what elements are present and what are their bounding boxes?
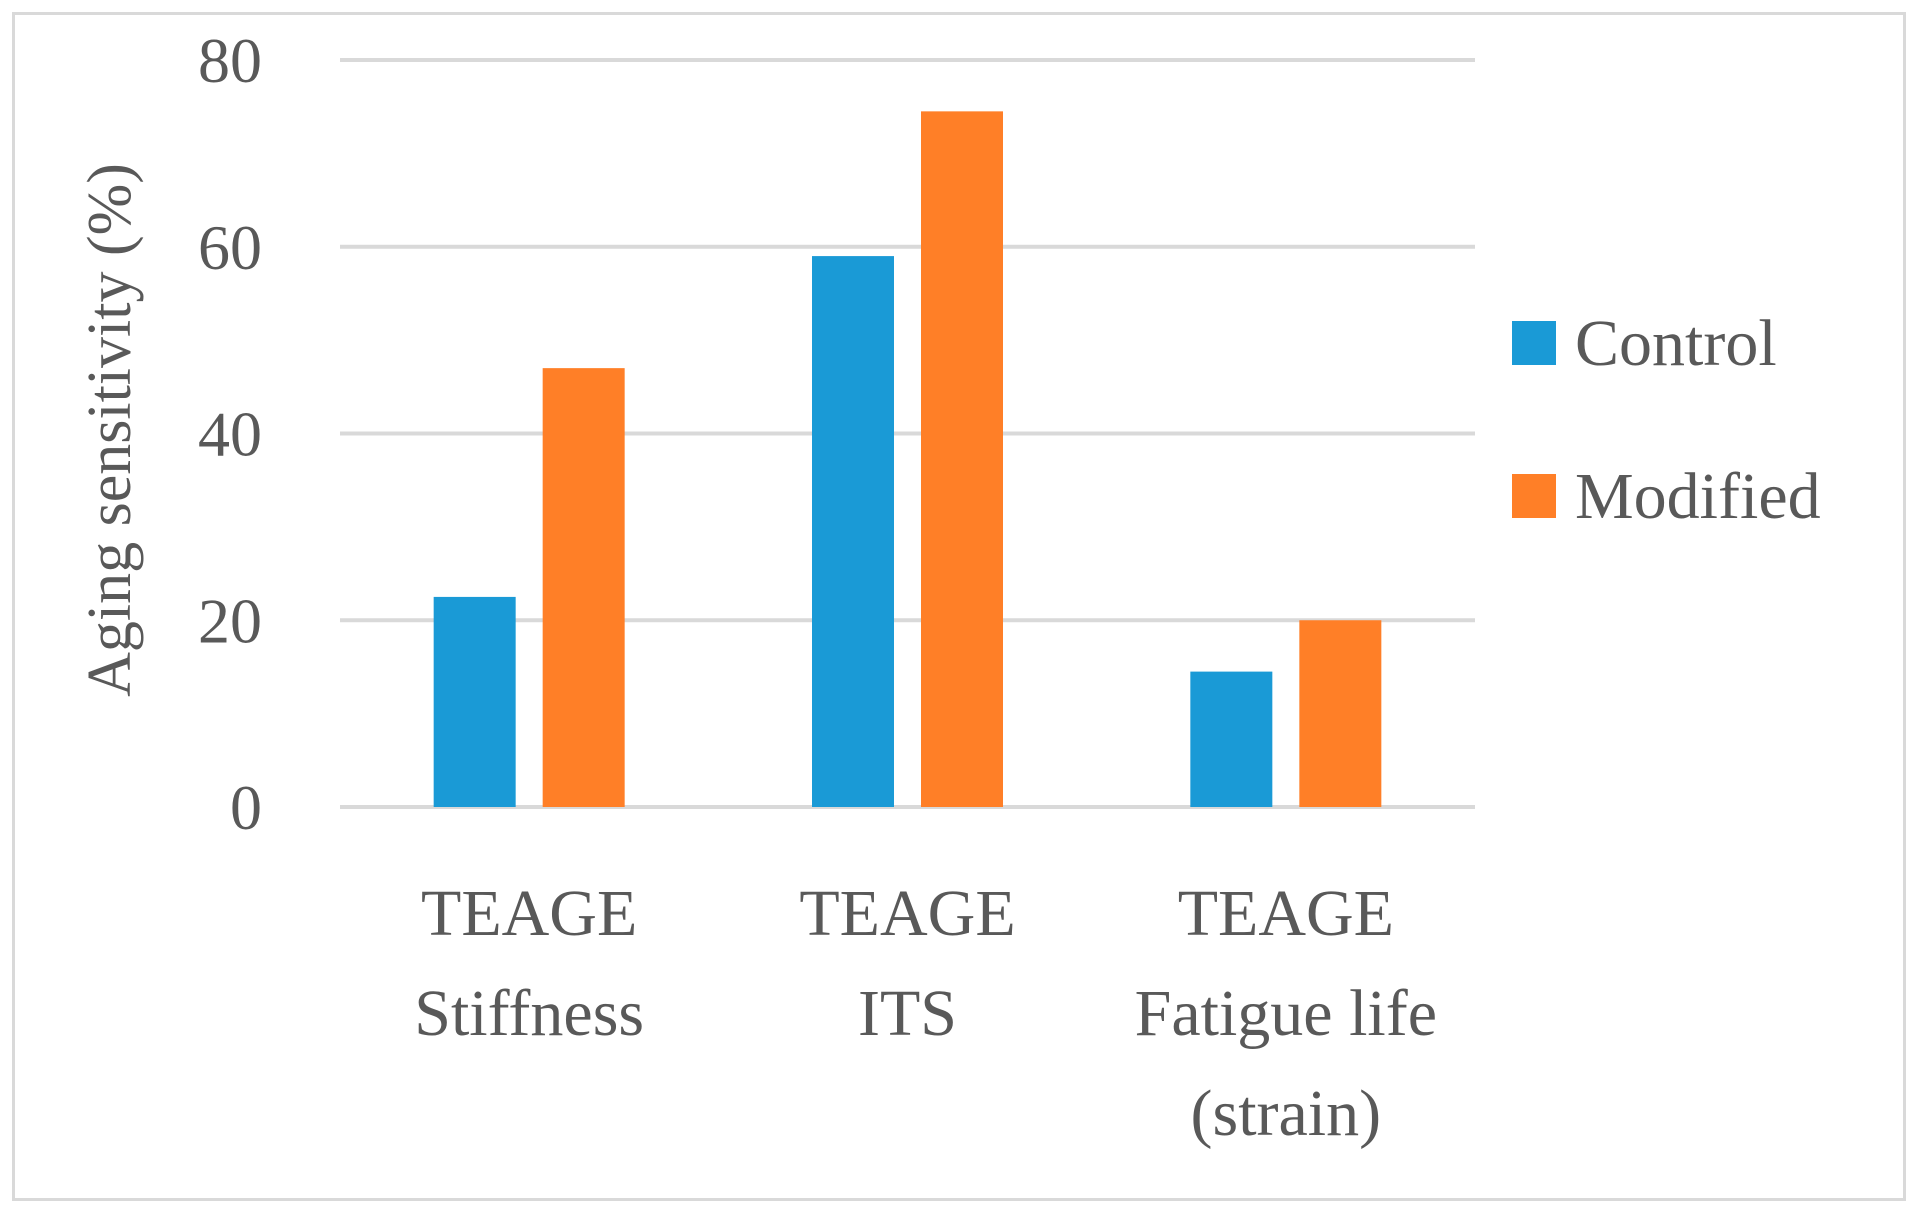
bar-control-3 <box>1190 671 1273 807</box>
legend-swatch <box>1512 474 1556 518</box>
bar-modified-2 <box>921 111 1003 807</box>
bar-modified-1 <box>542 368 625 807</box>
x-category-label: TEAGE Stiffness <box>414 877 644 1050</box>
x-category-label: TEAGE Fatigue life (strain) <box>1135 877 1437 1150</box>
legend: Control Modified <box>1512 307 1821 533</box>
legend-item-control: Control <box>1512 307 1777 380</box>
x-category-label: TEAGE ITS <box>799 877 1015 1050</box>
legend-label: Control <box>1575 307 1777 380</box>
y-axis-title: Aging sensitivity (%) <box>76 163 144 697</box>
bar-control-1 <box>433 596 516 807</box>
x-axis-labels: TEAGE Stiffness TEAGE ITS TEAGE Fatigue life(… <box>414 877 1437 1150</box>
y-tick-label: 60 <box>198 212 262 283</box>
legend-swatch <box>1512 321 1556 365</box>
legend-label: Modified <box>1575 460 1821 533</box>
bars <box>433 111 1382 807</box>
y-tick-label: 80 <box>198 25 262 96</box>
y-tick-label: 20 <box>198 585 262 656</box>
y-tick-label: 0 <box>230 772 262 843</box>
y-tick-label: 40 <box>198 399 262 470</box>
gridlines <box>340 58 1475 809</box>
bar-modified-3 <box>1299 620 1382 807</box>
bar-control-2 <box>812 256 894 807</box>
y-axis-ticks: 0 20 40 60 80 <box>198 25 262 843</box>
legend-item-modified: Modified <box>1512 460 1821 533</box>
